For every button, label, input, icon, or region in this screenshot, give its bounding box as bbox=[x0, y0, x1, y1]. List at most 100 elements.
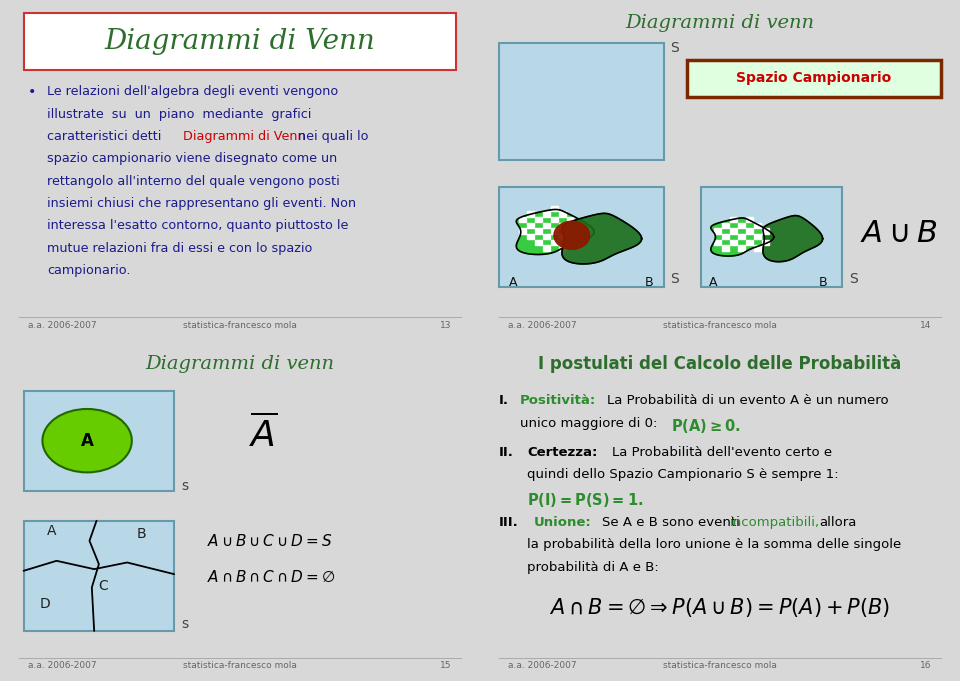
Bar bbox=[730, 217, 737, 222]
Bar bbox=[762, 228, 769, 234]
Bar bbox=[575, 223, 582, 228]
Bar bbox=[542, 223, 550, 228]
Text: $A \cap B \cap C \cap D = \varnothing$: $A \cap B \cap C \cap D = \varnothing$ bbox=[207, 569, 335, 586]
Text: 14: 14 bbox=[921, 321, 931, 330]
Text: a.a. 2006-2007: a.a. 2006-2007 bbox=[509, 321, 577, 330]
Bar bbox=[559, 223, 566, 228]
Text: I.: I. bbox=[499, 394, 509, 407]
Text: statistica-francesco mola: statistica-francesco mola bbox=[663, 661, 777, 670]
Bar bbox=[566, 217, 574, 222]
Text: s: s bbox=[181, 479, 188, 493]
Bar bbox=[542, 245, 550, 251]
Text: $A \cup B$: $A \cup B$ bbox=[860, 218, 938, 249]
Text: la probabilità della loro unione è la somma delle singole: la probabilità della loro unione è la so… bbox=[527, 539, 901, 552]
Text: unico maggiore di 0:: unico maggiore di 0: bbox=[520, 417, 658, 430]
Text: 13: 13 bbox=[441, 321, 451, 330]
Text: $A \cup B \cup C \cup D = S$: $A \cup B \cup C \cup D = S$ bbox=[207, 533, 332, 549]
Circle shape bbox=[42, 409, 132, 473]
Text: A: A bbox=[708, 276, 717, 289]
Text: illustrate  su  un  piano  mediante  grafici: illustrate su un piano mediante grafici bbox=[47, 108, 311, 121]
Text: La Probabilità dell'evento certo e: La Probabilità dell'evento certo e bbox=[612, 445, 832, 459]
Bar bbox=[701, 187, 842, 287]
Text: Diagrammi di Venn: Diagrammi di Venn bbox=[183, 130, 306, 143]
Text: Diagrammi di venn: Diagrammi di venn bbox=[626, 14, 814, 33]
Text: 16: 16 bbox=[921, 661, 931, 670]
Polygon shape bbox=[710, 218, 774, 256]
Bar bbox=[551, 217, 558, 222]
Text: A: A bbox=[47, 524, 57, 538]
Bar bbox=[499, 44, 663, 160]
Bar bbox=[738, 245, 745, 251]
Bar bbox=[722, 234, 730, 239]
Text: a.a. 2006-2007: a.a. 2006-2007 bbox=[29, 661, 97, 670]
Bar bbox=[535, 217, 542, 222]
Polygon shape bbox=[516, 210, 594, 255]
Text: a.a. 2006-2007: a.a. 2006-2007 bbox=[29, 321, 97, 330]
Bar bbox=[714, 228, 721, 234]
Bar bbox=[518, 228, 526, 234]
FancyBboxPatch shape bbox=[24, 14, 456, 70]
Bar bbox=[542, 211, 550, 217]
Bar bbox=[754, 245, 761, 251]
Text: I postulati del Calcolo delle Probabilità: I postulati del Calcolo delle Probabilit… bbox=[539, 355, 901, 373]
Text: Diagrammi di venn: Diagrammi di venn bbox=[146, 355, 334, 373]
Text: A: A bbox=[81, 432, 93, 449]
Text: Positività:: Positività: bbox=[520, 394, 596, 407]
Bar bbox=[24, 391, 174, 491]
Bar bbox=[551, 240, 558, 245]
Text: campionario.: campionario. bbox=[47, 264, 131, 277]
Text: $A \cap B = \varnothing \Rightarrow P(A \cup B) = P(A) + P(B)$: $A \cap B = \varnothing \Rightarrow P(A … bbox=[549, 596, 891, 619]
Text: B: B bbox=[819, 276, 828, 289]
Text: Le relazioni dell'algebra degli eventi vengono: Le relazioni dell'algebra degli eventi v… bbox=[47, 85, 338, 98]
Text: $\mathbf{P(A)\geq 0.}$: $\mathbf{P(A)\geq 0.}$ bbox=[671, 417, 740, 435]
Bar bbox=[754, 223, 761, 228]
Bar bbox=[527, 234, 534, 239]
Bar bbox=[687, 60, 941, 97]
Bar bbox=[746, 228, 754, 234]
Bar bbox=[559, 245, 566, 251]
Bar bbox=[535, 228, 542, 234]
Text: Se A e B sono eventi: Se A e B sono eventi bbox=[603, 516, 740, 528]
Text: •: • bbox=[29, 85, 36, 99]
Text: Diagrammi di Venn: Diagrammi di Venn bbox=[105, 29, 375, 55]
Bar bbox=[24, 521, 174, 631]
Bar bbox=[499, 187, 663, 287]
Text: allora: allora bbox=[819, 516, 856, 528]
Bar bbox=[518, 217, 526, 222]
Bar bbox=[535, 240, 542, 245]
Bar bbox=[551, 206, 558, 211]
Bar bbox=[738, 223, 745, 228]
Bar bbox=[730, 240, 737, 245]
Text: D: D bbox=[39, 597, 50, 611]
Text: statistica-francesco mola: statistica-francesco mola bbox=[183, 321, 297, 330]
Text: Spazio Campionario: Spazio Campionario bbox=[736, 72, 892, 86]
Text: 15: 15 bbox=[441, 661, 451, 670]
Bar bbox=[746, 217, 754, 222]
Bar bbox=[722, 245, 730, 251]
Text: quindi dello Spazio Campionario S è sempre 1:: quindi dello Spazio Campionario S è semp… bbox=[527, 469, 839, 481]
Polygon shape bbox=[562, 213, 641, 264]
Text: interessa l'esatto contorno, quanto piuttosto le: interessa l'esatto contorno, quanto piut… bbox=[47, 219, 348, 232]
Text: III.: III. bbox=[499, 516, 518, 528]
Text: S: S bbox=[671, 42, 680, 55]
Bar bbox=[762, 240, 769, 245]
Text: statistica-francesco mola: statistica-francesco mola bbox=[183, 661, 297, 670]
Text: Unione:: Unione: bbox=[534, 516, 592, 528]
Text: A: A bbox=[509, 276, 517, 289]
Text: probabilità di A e B:: probabilità di A e B: bbox=[527, 561, 659, 574]
Bar bbox=[527, 223, 534, 228]
Bar bbox=[738, 234, 745, 239]
Text: insiemi chiusi che rappresentano gli eventi. Non: insiemi chiusi che rappresentano gli eve… bbox=[47, 197, 356, 210]
Text: S: S bbox=[671, 272, 680, 286]
Bar bbox=[551, 228, 558, 234]
Bar bbox=[730, 228, 737, 234]
Text: mutue relazioni fra di essi e con lo spazio: mutue relazioni fra di essi e con lo spa… bbox=[47, 242, 313, 255]
Text: rettangolo all'interno del quale vengono posti: rettangolo all'interno del quale vengono… bbox=[47, 174, 340, 187]
Bar bbox=[722, 223, 730, 228]
Text: B: B bbox=[645, 276, 654, 289]
Text: $\overline{A}$: $\overline{A}$ bbox=[250, 414, 278, 454]
Bar bbox=[559, 234, 566, 239]
Text: a.a. 2006-2007: a.a. 2006-2007 bbox=[509, 661, 577, 670]
Bar bbox=[746, 240, 754, 245]
Bar bbox=[527, 211, 534, 217]
